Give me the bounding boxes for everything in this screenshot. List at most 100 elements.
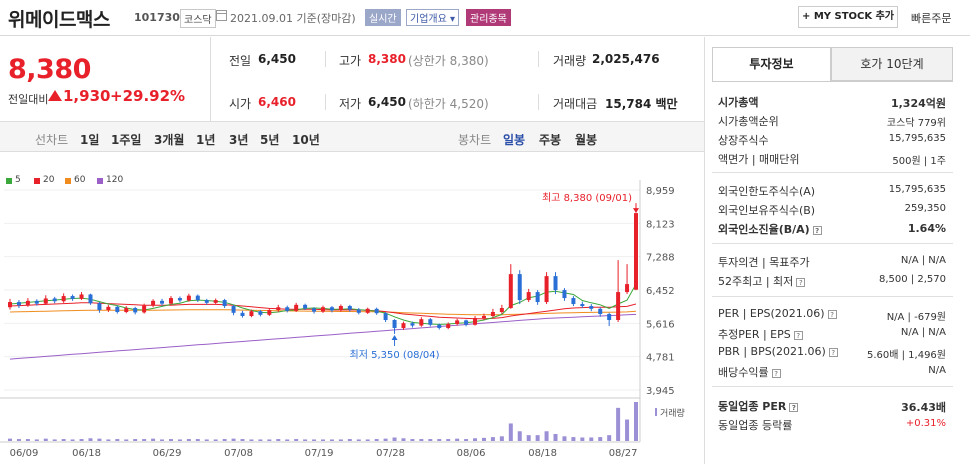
volume-bar [25,439,30,441]
change-rate: +29.92% [110,87,186,105]
ma120-line [9,313,637,360]
candle-body [61,296,66,302]
x-tick-label: 07/19 [305,448,334,459]
high-marker-head [633,208,639,214]
my-stock-add-button[interactable]: + MY STOCK 추가 [798,6,898,28]
candle-body [446,323,451,328]
info-row-value: 15,795,635 [888,133,946,144]
info-row-label: 동일업종 PER? [718,398,799,414]
period-1y[interactable]: 1년 [196,133,216,147]
candle-body [151,300,156,306]
volume-bar [401,438,406,441]
volume-bar [231,438,236,441]
candle-body [267,310,272,315]
ma60-legend-swatch [65,178,71,184]
company-info-button[interactable]: 기업개요 ▾ [406,9,459,26]
volume-bar [133,439,138,441]
tab-hoga[interactable]: 호가 10단계 [831,47,953,81]
volume-bar [410,439,415,441]
period-3m[interactable]: 3개월 [154,133,185,147]
y-tick-label: 8,959 [646,186,675,197]
candle-body [106,306,111,311]
help-icon[interactable]: ? [828,347,838,357]
volume-bar [79,439,84,441]
candle-body [553,276,558,291]
volume-bar [481,437,486,441]
current-price: 8,380 [8,54,91,85]
volume-bar [213,439,218,441]
help-icon[interactable]: ? [789,402,799,412]
info-row-label: 시가총액 [718,96,759,109]
volume-bar [142,439,147,441]
x-tick-label: 08/27 [609,448,638,459]
candle-body [177,298,182,301]
date-info: 2021.09.01 기준(장마감) [230,12,356,25]
y-tick-label: 5,616 [646,319,675,330]
ma20-legend-swatch [34,178,40,184]
period-1d[interactable]: 1일 [80,133,100,147]
volume-bar [347,439,352,441]
candle-daily[interactable]: 일봉 [503,133,526,147]
candle-body [499,308,504,313]
ma20-legend-label: 20 [43,175,55,185]
volume-bar [115,439,120,441]
help-icon[interactable]: ? [771,368,781,378]
volume-legend-label: 거래량 [660,407,685,419]
candle-body [213,300,218,303]
info-row-label: 동일업종 등락률 [718,419,793,432]
volume-bar [437,439,442,441]
help-icon[interactable]: ? [827,309,837,319]
high-label: 고가 [339,54,362,68]
managed-stock-badge[interactable]: 관리종목 [466,9,511,26]
volume-bar [321,439,325,441]
divider [325,51,326,67]
period-1w[interactable]: 1주일 [111,133,142,147]
candle-body [16,302,21,306]
price-chart[interactable]: 8,959 8,123 7,288 6,452 5,616 4,781 3,945 최고 8,… [0,180,704,464]
volume-bar [43,438,48,441]
quick-order-button[interactable]: 빠른주문 [911,12,952,25]
help-icon[interactable]: ? [793,330,803,340]
volume-bar [294,439,299,441]
divider [712,386,953,387]
candle-chart-label: 봉차트 [458,133,492,147]
volume-bar [571,437,576,441]
volume-bar [88,438,93,441]
volume-bar [374,439,379,441]
candle-body [285,307,290,311]
realtime-button[interactable]: 실시간 [365,9,401,26]
candle-body [8,302,12,308]
candle-monthly[interactable]: 월봉 [575,133,598,147]
volume-bar [553,433,558,441]
info-row-value: 500원 | 1주 [892,156,946,167]
volume-bar [464,439,469,441]
candle-weekly[interactable]: 주봉 [539,133,562,147]
volume-bar [151,438,156,441]
candle-body [168,298,173,304]
candle-body [303,304,308,309]
volume-bar [124,439,129,441]
period-10y[interactable]: 10년 [292,133,320,147]
prev-close-label: 전일 [229,54,252,68]
volume-bar [285,439,290,441]
help-icon[interactable]: ? [796,277,806,287]
candle-body [240,312,245,317]
candle-body [374,308,379,314]
divider [325,94,326,110]
volume-bar [61,439,66,441]
volume-bar [508,423,513,441]
volume-bar [419,439,424,441]
period-3y[interactable]: 3년 [229,133,249,147]
info-row-label: 시가총액순위 [718,115,779,128]
x-tick-label: 06/09 [10,448,39,459]
candle-body [43,298,48,304]
info-row-value: 5.60배 | 1,496원 [866,350,946,361]
volume-bar [338,439,343,441]
help-icon[interactable]: ? [812,225,822,235]
info-row-value: 15,795,635 [888,184,946,195]
tab-invest-info[interactable]: 투자정보 [712,47,831,81]
candle-body [508,274,513,309]
period-5y[interactable]: 5년 [260,133,280,147]
volume-bar [499,436,504,441]
info-row-label: PER | EPS(2021.06)? [718,307,837,320]
